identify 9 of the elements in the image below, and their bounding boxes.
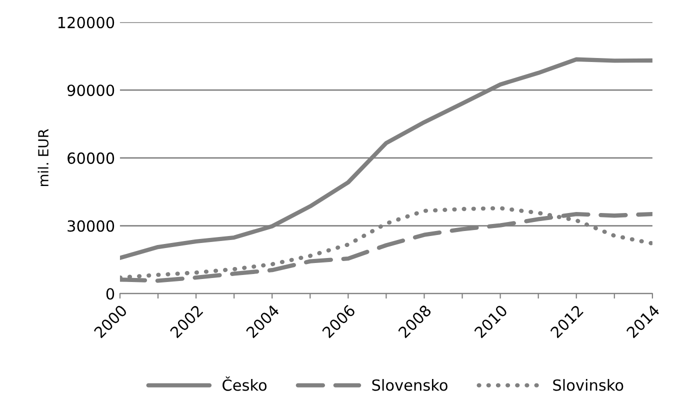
- legend-label: Slovinsko: [553, 379, 624, 391]
- legend-label: Slovensko: [372, 379, 448, 391]
- legend-label: Česko: [222, 376, 267, 391]
- y-tick-label: 120000: [58, 16, 114, 28]
- y-tick-label: 90000: [67, 84, 114, 96]
- y-tick-label: 60000: [68, 152, 114, 164]
- y-tick-label: 0: [106, 288, 114, 300]
- y-tick-label: 30000: [68, 220, 114, 232]
- y-axis-title: mil. EUR: [38, 129, 49, 186]
